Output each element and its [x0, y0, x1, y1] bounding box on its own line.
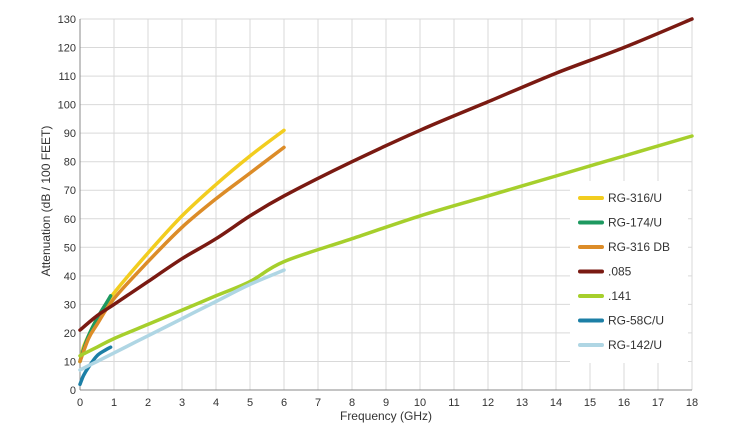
x-tick-label: 0	[77, 397, 83, 409]
series-line-rg-316-db	[78, 145, 286, 364]
x-tick-label: 1	[111, 397, 117, 409]
x-axis-title: Frequency (GHz)	[340, 409, 432, 423]
legend-label-rg-174-u: RG-174/U	[608, 216, 662, 230]
x-tick-label: 4	[213, 397, 219, 409]
series-line-rg-58c-u	[78, 345, 113, 387]
x-tick-label: 18	[686, 397, 698, 409]
legend-label-rg-316-db: RG-316 DB	[608, 240, 670, 254]
y-tick-label: 40	[64, 271, 76, 283]
y-tick-label: 130	[58, 14, 76, 26]
y-tick-label: 10	[64, 356, 76, 368]
x-tick-label: 6	[281, 397, 287, 409]
series-lines	[78, 17, 694, 387]
x-tick-label: 2	[145, 397, 151, 409]
legend-label-141: .141	[608, 289, 632, 303]
y-tick-label: 80	[64, 157, 76, 169]
x-tick-label: 13	[516, 397, 528, 409]
legend-label-rg-142-u: RG-142/U	[608, 338, 662, 352]
x-tick-label: 10	[414, 397, 426, 409]
x-tick-label: 9	[383, 397, 389, 409]
y-tick-label: 100	[58, 100, 76, 112]
y-tick-label: 0	[70, 385, 76, 397]
series-line-085	[78, 17, 694, 332]
x-tick-label: 3	[179, 397, 185, 409]
x-tick-label: 16	[618, 397, 630, 409]
y-tick-labels: 0 10 20 30 40 50 60 70 80 90 100 110 120 130	[58, 14, 76, 397]
y-tick-label: 20	[64, 328, 76, 340]
legend-label-085: .085	[608, 265, 632, 279]
y-tick-label: 110	[58, 71, 76, 83]
y-tick-label: 90	[64, 128, 76, 140]
x-tick-label: 8	[349, 397, 355, 409]
series-line-141	[78, 134, 694, 358]
x-tick-labels: 0 1 2 3 4 5 6 7 8 9 10 11 12 13 14 15 16 17 18	[77, 397, 698, 409]
legend: RG-316/U RG-174/U RG-316 DB .085 .141 RG-58C/…	[578, 191, 670, 352]
x-tick-label: 12	[482, 397, 494, 409]
x-tick-label: 5	[247, 397, 253, 409]
y-tick-label: 60	[64, 214, 76, 226]
y-tick-label: 50	[64, 242, 76, 254]
legend-label-rg-316-u: RG-316/U	[608, 191, 662, 205]
x-tick-label: 15	[584, 397, 596, 409]
x-tick-label: 14	[550, 397, 562, 409]
y-tick-label: 120	[58, 43, 76, 55]
legend-label-rg-58c-u: RG-58C/U	[608, 314, 664, 328]
series-line-rg-142-u	[78, 268, 286, 372]
x-tick-label: 11	[448, 397, 459, 409]
x-tick-label: 17	[652, 397, 664, 409]
y-axis-title: Attenuation (dB / 100 FEET)	[39, 126, 53, 277]
y-tick-label: 70	[64, 185, 76, 197]
x-tick-label: 7	[315, 397, 321, 409]
y-tick-label: 30	[64, 299, 76, 311]
